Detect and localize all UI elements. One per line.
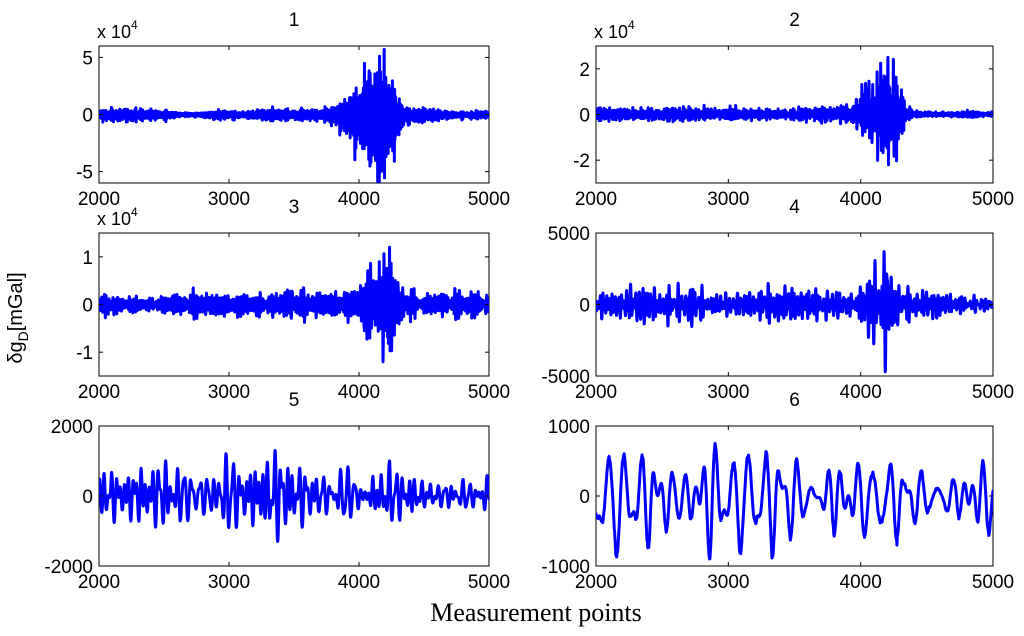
shared-y-axis-label: δgD[mGal] [5, 272, 31, 363]
subplot-5: 2000 3000 4000 5000 -2000 0 2000 5 [44, 390, 510, 593]
subplot-3-title: 3 [289, 197, 300, 218]
x-tick-label: 5000 [468, 572, 510, 593]
y-tick-label: -5000 [541, 367, 590, 388]
multiplier-base: x 10 [594, 22, 628, 42]
x-tick-label: 5000 [468, 382, 510, 403]
y-tick-label: 0 [82, 106, 93, 127]
multiplier-exponent: 4 [131, 18, 138, 32]
x-tick-label: 4000 [840, 572, 882, 593]
y-tick-label: 0 [579, 106, 590, 127]
subplot-6: 2000 3000 4000 5000 -1000 0 1000 6 [541, 390, 1014, 593]
subplot-6-title: 6 [789, 390, 800, 411]
x-tick-label: 2000 [575, 189, 617, 210]
y-tick-label: -1000 [541, 557, 590, 578]
subplot-4-series-line [596, 250, 993, 374]
multiplier-exponent: 4 [628, 18, 635, 32]
subplot-4-title: 4 [789, 197, 800, 218]
multiplier-exponent: 4 [131, 205, 138, 219]
x-tick-label: 2000 [78, 382, 120, 403]
subplot-1: 2000 3000 4000 5000 -5 0 5 1 x 104 [76, 10, 510, 210]
y-tick-label: -2 [573, 151, 590, 172]
y-tick-label: -1 [76, 343, 93, 364]
x-tick-label: 2000 [575, 382, 617, 403]
y-axis-label-subscript: D [15, 331, 31, 341]
multiplier-base: x 10 [97, 22, 131, 42]
x-tick-label: 3000 [208, 189, 250, 210]
x-tick-label: 2000 [78, 572, 120, 593]
y-tick-label: 2000 [51, 417, 93, 438]
x-tick-label: 4000 [338, 189, 380, 210]
y-axis-label-symbol: δg [5, 341, 27, 363]
x-tick-label: 4000 [840, 382, 882, 403]
x-tick-label: 5000 [972, 382, 1014, 403]
subplot-3-series-line [99, 245, 489, 364]
x-tick-label: 3000 [707, 189, 749, 210]
y-tick-label: -2000 [44, 557, 93, 578]
subplot-1-series-line [99, 47, 489, 183]
subplot-3: 2000 3000 4000 5000 -1 0 1 3 x 104 [76, 197, 510, 403]
x-tick-label: 2000 [78, 189, 120, 210]
x-tick-label: 5000 [468, 189, 510, 210]
subplot-2-title: 2 [789, 10, 800, 31]
subplot-1-title: 1 [289, 10, 300, 31]
subplot-5-series-line [99, 449, 489, 543]
x-tick-label: 3000 [707, 382, 749, 403]
y-axis-multiplier: x 104 [594, 18, 635, 42]
y-tick-label: 0 [82, 487, 93, 508]
x-tick-label: 5000 [972, 572, 1014, 593]
x-tick-label: 3000 [208, 382, 250, 403]
x-tick-label: 4000 [338, 382, 380, 403]
x-tick-label: 2000 [575, 572, 617, 593]
x-tick-label: 3000 [208, 572, 250, 593]
subplot-4: 2000 3000 4000 5000 -5000 0 5000 4 [541, 197, 1014, 403]
x-tick-label: 4000 [338, 572, 380, 593]
y-axis-multiplier: x 104 [97, 18, 138, 42]
y-axis-label-unit: [mGal] [5, 272, 27, 331]
y-axis-multiplier: x 104 [97, 205, 138, 229]
multiplier-base: x 10 [97, 209, 131, 229]
y-tick-label: 1000 [548, 417, 590, 438]
y-tick-label: 1 [82, 248, 93, 269]
x-tick-label: 3000 [707, 572, 749, 593]
y-tick-label: -5 [76, 163, 93, 184]
y-tick-label: 0 [579, 296, 590, 317]
y-tick-label: 0 [82, 296, 93, 317]
y-tick-label: 5000 [548, 224, 590, 245]
y-tick-label: 0 [579, 487, 590, 508]
y-tick-label: 2 [579, 60, 590, 81]
x-tick-label: 5000 [972, 189, 1014, 210]
subplot-2-series-line [596, 55, 993, 167]
subplot-6-series-line [596, 442, 993, 561]
x-tick-label: 4000 [840, 189, 882, 210]
shared-x-axis-label: Measurement points [430, 598, 642, 627]
subplot-5-title: 5 [289, 390, 300, 411]
y-tick-label: 5 [82, 48, 93, 69]
